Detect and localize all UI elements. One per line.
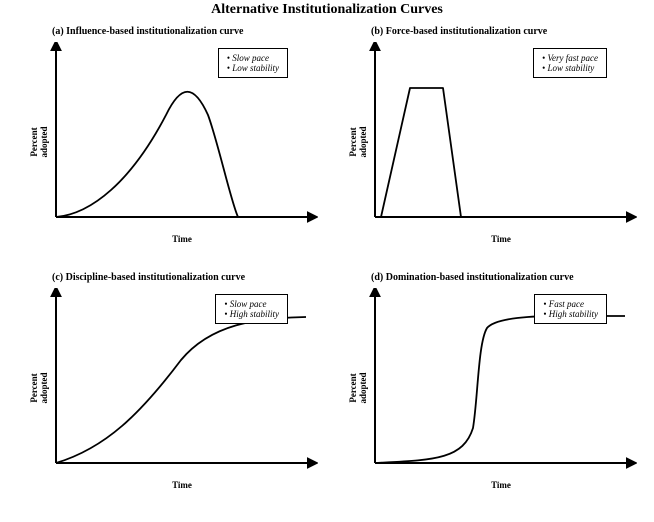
panel-d-xlabel: Time [491, 480, 511, 490]
panel-b-chart: Percent adopted Very fast pace Low stabi… [365, 42, 637, 242]
panel-d-chart: Percent adopted Fast pace High stability… [365, 288, 637, 488]
legend-item: Low stability [227, 63, 279, 73]
panel-d-subtitle: (d) Domination-based institutionalizatio… [371, 272, 574, 283]
legend-item: Very fast pace [542, 53, 598, 63]
panel-b-curve [381, 88, 461, 217]
panel-d: (d) Domination-based institutionalizatio… [327, 268, 645, 514]
main-title: Alternative Institutionalization Curves [0, 0, 654, 18]
panel-b-xlabel: Time [491, 234, 511, 244]
panel-c-curve [56, 317, 306, 463]
panel-d-ylabel: Percent adopted [349, 358, 369, 418]
legend-item: Slow pace [224, 299, 279, 309]
chart-grid: (a) Influence-based institutionalization… [0, 18, 654, 522]
panel-a-subtitle: (a) Influence-based institutionalization… [52, 26, 243, 37]
panel-b-ylabel: Percent adopted [349, 112, 369, 172]
panel-c-xlabel: Time [172, 480, 192, 490]
panel-d-legend: Fast pace High stability [534, 294, 607, 324]
panel-c: (c) Discipline-based institutionalizatio… [8, 268, 326, 514]
panel-c-legend: Slow pace High stability [215, 294, 288, 324]
panel-c-subtitle: (c) Discipline-based institutionalizatio… [52, 272, 245, 283]
legend-item: Low stability [542, 63, 598, 73]
panel-a-xlabel: Time [172, 234, 192, 244]
legend-item: Slow pace [227, 53, 279, 63]
panel-d-curve [375, 316, 625, 463]
legend-item: Fast pace [543, 299, 598, 309]
panel-a-legend: Slow pace Low stability [218, 48, 288, 78]
panel-b: (b) Force-based institutionalization cur… [327, 22, 645, 268]
panel-c-ylabel: Percent adopted [30, 358, 50, 418]
panel-b-subtitle: (b) Force-based institutionalization cur… [371, 26, 547, 37]
legend-item: High stability [543, 309, 598, 319]
panel-a-curve [56, 92, 238, 217]
panel-a-ylabel: Percent adopted [30, 112, 50, 172]
legend-item: High stability [224, 309, 279, 319]
panel-a-chart: Percent adopted Slow pace Low stability … [46, 42, 318, 242]
panel-b-legend: Very fast pace Low stability [533, 48, 607, 78]
panel-a: (a) Influence-based institutionalization… [8, 22, 326, 268]
panel-c-chart: Percent adopted Slow pace High stability… [46, 288, 318, 488]
